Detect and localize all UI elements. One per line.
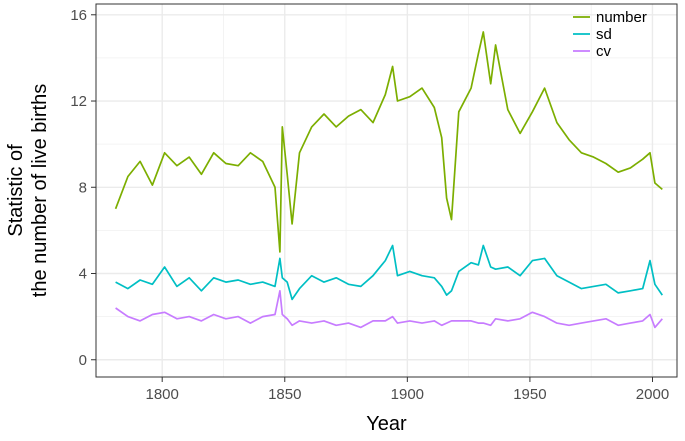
x-tick-label: 2000: [636, 386, 669, 403]
y-tick-label: 4: [79, 266, 87, 283]
y-axis: 0 4 8 12 16: [70, 7, 96, 369]
x-tick-label: 1900: [391, 386, 424, 403]
series-line-cv: [115, 289, 663, 329]
y-tick-label: 16: [70, 7, 87, 24]
panel-border: [95, 3, 678, 378]
minor-gridlines: [96, 4, 677, 377]
y-tick-label: 12: [70, 93, 87, 110]
plot-panel: [95, 3, 678, 378]
major-gridlines: [96, 4, 677, 377]
legend-label-sd: sd: [596, 26, 612, 43]
y-axis-title: Statistic of the number of live births: [5, 84, 51, 297]
x-tick-label: 1850: [268, 386, 301, 403]
y-axis-title-line-2: the number of live births: [29, 84, 51, 297]
legend-label-cv: cv: [596, 43, 612, 60]
panel-background: [96, 4, 677, 377]
series-lines: [114, 31, 664, 329]
series-line-number: [114, 31, 663, 253]
y-tick-label: 0: [79, 352, 87, 369]
x-tick-label: 1950: [513, 386, 546, 403]
x-axis: 1800 1850 1900 1950 2000: [146, 377, 669, 403]
x-axis-title: Year: [366, 413, 407, 435]
y-tick-label: 8: [79, 179, 87, 196]
y-axis-title-line-1: Statistic of: [5, 144, 27, 237]
x-tick-label: 1800: [146, 386, 179, 403]
legend-label-number: number: [596, 9, 647, 26]
series-line-sd: [115, 244, 664, 301]
